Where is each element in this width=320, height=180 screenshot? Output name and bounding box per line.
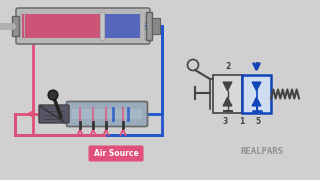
Polygon shape [252,82,261,91]
Text: 2: 2 [225,62,230,71]
Bar [12,16,19,36]
Polygon shape [223,97,232,106]
FancyBboxPatch shape [89,145,143,161]
Bar [213,75,242,113]
FancyBboxPatch shape [16,8,150,44]
Bar [102,14,140,38]
Bar [242,75,271,113]
Text: 3: 3 [223,117,228,126]
Text: REALPARS: REALPARS [241,147,284,156]
Polygon shape [252,97,261,106]
Text: 1: 1 [239,117,244,126]
Bar [146,12,152,40]
Text: 5: 5 [256,117,261,126]
Text: 4: 4 [254,62,259,71]
Circle shape [48,90,58,100]
Bar [72,109,142,119]
FancyBboxPatch shape [67,102,148,127]
Bar [100,12,104,40]
Text: Air Source: Air Source [94,149,138,158]
Bar [22,14,100,38]
Polygon shape [223,82,232,91]
FancyBboxPatch shape [39,105,69,123]
Bar [152,18,160,34]
